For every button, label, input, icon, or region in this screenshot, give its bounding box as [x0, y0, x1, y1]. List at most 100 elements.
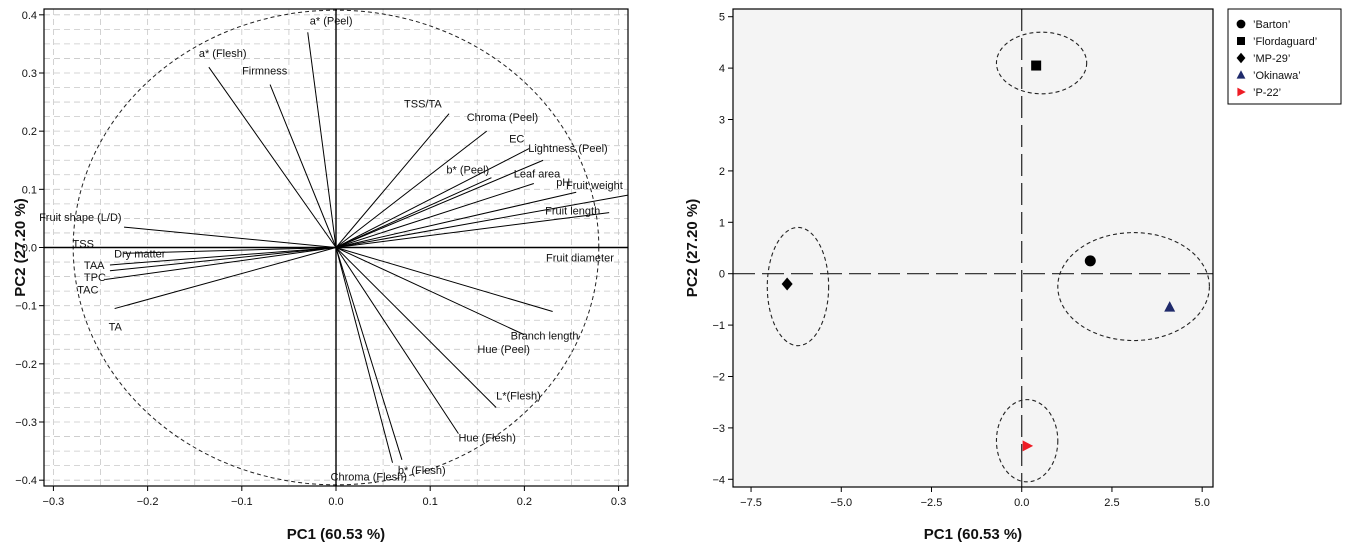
loading-label: Fruit weight — [566, 180, 623, 192]
loading-label: Branch length — [511, 330, 579, 342]
x-tick-label: −5.0 — [830, 497, 852, 509]
data-point — [1022, 440, 1034, 452]
legend-label: ’P-22’ — [1253, 87, 1281, 99]
y-tick-label: −0.2 — [15, 359, 37, 371]
loading-label: TAA — [84, 260, 105, 272]
y-tick-label: 0 — [719, 269, 725, 281]
y-tick-label: 2 — [719, 166, 725, 178]
x-tick-label: −0.2 — [137, 496, 159, 508]
loading-label: Lightness (Peel) — [528, 143, 608, 155]
y-tick-label: −2 — [712, 371, 725, 383]
x-axis-title: PC1 (60.53 %) — [287, 526, 385, 543]
x-tick-label: −0.3 — [43, 496, 65, 508]
x-tick-label: 0.2 — [517, 496, 532, 508]
plot-frame — [732, 8, 1214, 488]
loading-label: Hue (Flesh) — [458, 433, 515, 445]
loading-vector — [269, 84, 337, 248]
loading-label: Fruit length — [545, 206, 600, 218]
loading-label: Chroma (Peel) — [467, 112, 539, 124]
loading-label: b* (Peel) — [446, 165, 489, 177]
loading-label: pH — [556, 177, 570, 189]
legend-marker — [1236, 19, 1246, 29]
y-tick-label: −0.3 — [15, 417, 37, 429]
data-point — [781, 277, 793, 291]
x-tick-label: −2.5 — [921, 497, 943, 509]
loading-vector — [335, 247, 553, 312]
loading-vector — [124, 247, 337, 254]
loading-label: TA — [109, 322, 123, 334]
x-tick-label: −0.1 — [231, 496, 253, 508]
data-point — [1084, 255, 1096, 267]
y-tick-label: 0.0 — [22, 243, 37, 255]
y-tick-label: 3 — [719, 115, 725, 127]
loading-label: TPC — [84, 272, 106, 284]
loading-vector — [335, 247, 459, 434]
loading-vector — [124, 226, 337, 248]
loading-label: L*(Flesh) — [496, 390, 541, 402]
x-tick-label: 0.3 — [611, 496, 626, 508]
loading-label: Fruit shape (L/D) — [39, 212, 122, 224]
loading-label: TSS/TA — [404, 99, 442, 111]
legend-marker — [1237, 87, 1246, 97]
x-tick-label: 0.1 — [423, 496, 438, 508]
y-axis-title: PC2 (27.20 %) — [12, 198, 29, 296]
legend-marker — [1236, 52, 1246, 64]
legend-label: ’Barton’ — [1253, 19, 1290, 31]
data-point — [1164, 301, 1176, 312]
y-tick-label: 4 — [719, 63, 725, 75]
loading-vector — [307, 32, 337, 248]
y-tick-label: −3 — [712, 423, 725, 435]
cluster-ellipse — [995, 399, 1059, 483]
loading-vector — [335, 194, 629, 248]
legend-marker — [1236, 70, 1246, 79]
loading-vector — [335, 191, 577, 248]
loading-label: Firmness — [242, 66, 288, 78]
cluster-ellipse — [1057, 232, 1210, 342]
plot-area — [733, 9, 1213, 487]
y-tick-label: −0.1 — [15, 301, 37, 313]
loading-label: Chroma (Flesh) — [331, 472, 407, 484]
x-tick-label: 0.0 — [328, 496, 343, 508]
y-axis-title: PC2 (27.20 %) — [684, 199, 701, 297]
loading-label: a* (Flesh) — [199, 48, 247, 60]
y-tick-label: 0.1 — [22, 184, 37, 196]
x-tick-label: 2.5 — [1104, 497, 1119, 509]
cluster-ellipse — [766, 226, 830, 347]
loading-vector — [105, 247, 337, 280]
loading-vector — [114, 247, 337, 310]
loading-label: Dry matter — [114, 248, 166, 260]
legend-label: ’Flordaguard’ — [1253, 36, 1317, 48]
loading-vector — [109, 247, 337, 272]
x-tick-label: 0.0 — [1014, 497, 1029, 509]
legend-label: ’MP-29’ — [1253, 53, 1290, 65]
x-axis-title: PC1 (60.53 %) — [924, 526, 1022, 543]
legend: ’Barton’ ’Flordaguard’ ’MP-29’ ’Okinawa’ ’P-… — [1227, 8, 1342, 105]
loading-vector — [335, 247, 403, 460]
loading-label: a* (Peel) — [310, 15, 353, 27]
loading-label: Hue (Peel) — [477, 344, 530, 356]
loading-vector — [335, 212, 610, 248]
cluster-ellipse — [995, 31, 1088, 95]
loading-vector — [208, 66, 337, 248]
loading-vector — [335, 148, 530, 248]
loading-vector — [335, 247, 497, 408]
data-point — [1031, 60, 1042, 71]
loading-label: TSS — [73, 239, 94, 251]
y-tick-label: 0.3 — [22, 68, 37, 80]
y-tick-label: −0.4 — [15, 475, 37, 487]
score-plot: −7.5 −5.0 −2.5 0.0 2.5 5.0 5 4 3 2 1 0 −1 −2 −3 −4 PC1 (… — [684, 8, 1214, 543]
y-tick-label: −1 — [712, 320, 725, 332]
loading-label: Leaf area — [514, 169, 561, 181]
loading-label: EC — [509, 134, 524, 146]
loading-vector — [335, 247, 525, 336]
y-tick-label: 5 — [719, 12, 725, 24]
x-tick-label: 5.0 — [1195, 497, 1210, 509]
legend-label: ’Okinawa’ — [1253, 70, 1301, 82]
x-tick-label: −7.5 — [740, 497, 762, 509]
loading-vector — [335, 177, 492, 248]
y-tick-label: 0.4 — [22, 10, 37, 22]
loading-vector — [335, 159, 544, 248]
y-tick-label: 0.2 — [22, 126, 37, 138]
loading-vector — [335, 113, 450, 248]
loading-vector — [109, 247, 337, 266]
